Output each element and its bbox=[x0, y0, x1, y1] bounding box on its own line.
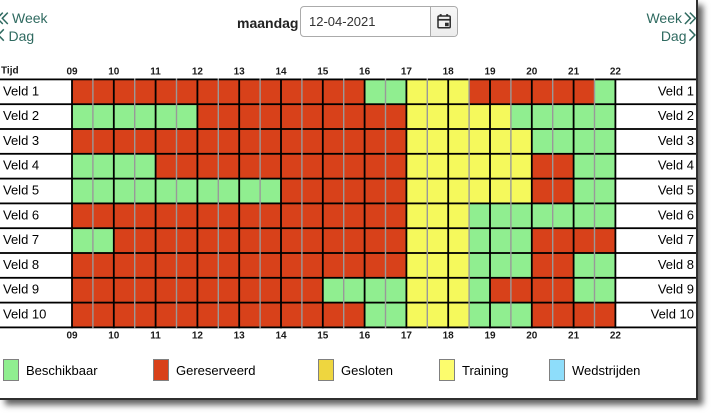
svg-text:Veld 10: Veld 10 bbox=[3, 307, 46, 322]
svg-text:16: 16 bbox=[359, 67, 371, 78]
svg-text:14: 14 bbox=[275, 331, 287, 342]
svg-text:15: 15 bbox=[317, 67, 329, 78]
svg-text:17: 17 bbox=[401, 331, 413, 342]
svg-text:Veld 6: Veld 6 bbox=[3, 207, 39, 222]
svg-text:Veld 7: Veld 7 bbox=[658, 232, 694, 247]
svg-text:18: 18 bbox=[443, 67, 455, 78]
svg-text:11: 11 bbox=[150, 331, 161, 342]
svg-text:Veld 10: Veld 10 bbox=[651, 307, 694, 322]
svg-text:Veld 5: Veld 5 bbox=[658, 183, 694, 198]
svg-text:13: 13 bbox=[234, 67, 246, 78]
svg-text:21: 21 bbox=[568, 331, 580, 342]
svg-text:Veld 9: Veld 9 bbox=[658, 282, 694, 297]
svg-text:10: 10 bbox=[108, 331, 120, 342]
svg-text:09: 09 bbox=[66, 67, 78, 78]
svg-text:20: 20 bbox=[526, 67, 538, 78]
svg-text:12: 12 bbox=[192, 331, 204, 342]
svg-text:21: 21 bbox=[568, 67, 580, 78]
svg-text:10: 10 bbox=[108, 67, 120, 78]
svg-text:Veld 3: Veld 3 bbox=[3, 133, 39, 148]
svg-text:Veld 1: Veld 1 bbox=[3, 83, 39, 98]
svg-text:Tijd: Tijd bbox=[1, 66, 19, 77]
svg-text:Veld 4: Veld 4 bbox=[3, 158, 39, 173]
svg-text:22: 22 bbox=[610, 67, 622, 78]
svg-text:09: 09 bbox=[66, 331, 78, 342]
svg-text:Veld 6: Veld 6 bbox=[658, 207, 694, 222]
svg-text:19: 19 bbox=[484, 67, 496, 78]
svg-text:16: 16 bbox=[359, 331, 371, 342]
svg-text:Veld 1: Veld 1 bbox=[658, 83, 694, 98]
svg-text:19: 19 bbox=[484, 331, 496, 342]
svg-text:Veld 3: Veld 3 bbox=[658, 133, 694, 148]
svg-text:14: 14 bbox=[275, 67, 287, 78]
svg-text:12: 12 bbox=[192, 67, 204, 78]
svg-text:20: 20 bbox=[526, 331, 538, 342]
svg-text:15: 15 bbox=[317, 331, 329, 342]
svg-text:13: 13 bbox=[234, 331, 246, 342]
svg-text:22: 22 bbox=[610, 331, 622, 342]
svg-text:Veld 9: Veld 9 bbox=[3, 282, 39, 297]
svg-text:Veld 5: Veld 5 bbox=[3, 183, 39, 198]
svg-text:11: 11 bbox=[150, 67, 161, 78]
svg-text:Veld 2: Veld 2 bbox=[3, 108, 39, 123]
svg-text:Veld 8: Veld 8 bbox=[3, 257, 39, 272]
svg-text:Veld 2: Veld 2 bbox=[658, 108, 694, 123]
svg-text:Veld 8: Veld 8 bbox=[658, 257, 694, 272]
svg-text:Veld 4: Veld 4 bbox=[658, 158, 694, 173]
svg-text:17: 17 bbox=[401, 67, 413, 78]
svg-text:Veld 7: Veld 7 bbox=[3, 232, 39, 247]
svg-text:18: 18 bbox=[443, 331, 455, 342]
